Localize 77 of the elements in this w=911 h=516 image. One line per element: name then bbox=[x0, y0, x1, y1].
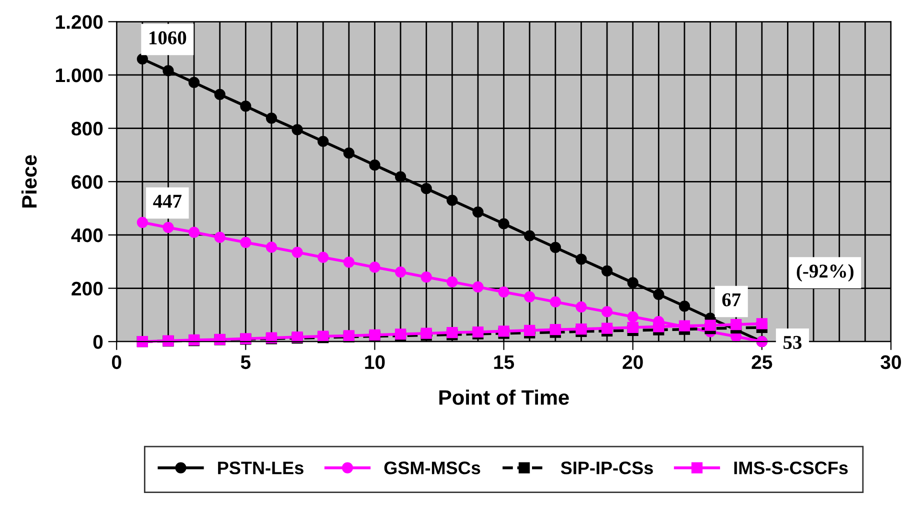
point bbox=[266, 112, 278, 124]
y-tick-label: 800 bbox=[72, 122, 103, 136]
point bbox=[292, 246, 303, 258]
point bbox=[318, 136, 329, 147]
point bbox=[576, 301, 587, 312]
point bbox=[601, 265, 613, 276]
data-label: 447 bbox=[153, 194, 182, 208]
y-tick-label: 200 bbox=[72, 282, 103, 296]
point bbox=[188, 226, 200, 238]
point bbox=[292, 124, 303, 136]
point bbox=[369, 262, 380, 273]
point bbox=[420, 183, 432, 194]
point bbox=[214, 232, 226, 243]
point bbox=[550, 242, 561, 254]
point bbox=[472, 206, 484, 218]
point bbox=[318, 252, 329, 263]
point bbox=[162, 222, 174, 234]
legend-label: GSM-MSCs bbox=[384, 462, 480, 474]
point bbox=[472, 281, 484, 292]
point bbox=[601, 322, 613, 334]
point bbox=[343, 256, 354, 268]
x-tick-label: 15 bbox=[494, 356, 514, 370]
point bbox=[498, 218, 510, 230]
x-tick-label: 25 bbox=[752, 355, 772, 370]
point bbox=[136, 53, 148, 65]
point bbox=[524, 230, 536, 242]
x-axis-title: Point of Time bbox=[439, 390, 569, 405]
point bbox=[369, 160, 380, 171]
point bbox=[214, 88, 226, 100]
x-tick-label: 10 bbox=[365, 355, 385, 370]
point bbox=[653, 321, 664, 332]
point bbox=[394, 266, 406, 278]
point bbox=[188, 76, 200, 88]
point bbox=[601, 306, 613, 318]
legend-label: SIP-IP-CSs bbox=[560, 462, 653, 474]
point bbox=[627, 277, 638, 288]
y-axis-title: Piece bbox=[21, 155, 37, 208]
point bbox=[136, 216, 148, 228]
legend-label: PSTN-LEs bbox=[218, 462, 304, 474]
point bbox=[678, 300, 690, 312]
point bbox=[576, 254, 587, 265]
point bbox=[498, 286, 510, 298]
point bbox=[420, 272, 432, 283]
y-tick-label: 600 bbox=[72, 175, 103, 189]
y-tick-label: 0 bbox=[93, 335, 103, 349]
point bbox=[627, 322, 638, 334]
y-tick-label: 1.000 bbox=[56, 68, 103, 82]
x-tick-label: 20 bbox=[622, 355, 643, 370]
point bbox=[704, 320, 716, 331]
y-tick-label: 1.200 bbox=[56, 15, 103, 29]
point bbox=[576, 324, 587, 335]
point bbox=[446, 194, 458, 206]
point bbox=[446, 276, 458, 288]
data-label: 53 bbox=[784, 336, 802, 349]
x-tick-label: 30 bbox=[880, 355, 901, 370]
point bbox=[446, 326, 458, 338]
point bbox=[653, 288, 664, 300]
point bbox=[550, 324, 561, 336]
data-label: 67 bbox=[722, 293, 741, 306]
point bbox=[240, 236, 252, 248]
point bbox=[240, 100, 252, 112]
point bbox=[394, 171, 406, 182]
point bbox=[550, 296, 561, 308]
point bbox=[524, 324, 536, 336]
point bbox=[524, 291, 536, 302]
annotation: (-92%) bbox=[796, 264, 854, 282]
y-tick-label: 400 bbox=[71, 228, 103, 242]
point bbox=[627, 311, 638, 322]
x-tick-label: 0 bbox=[112, 355, 122, 370]
point bbox=[343, 148, 354, 159]
legend-label: IMS-S-CSCFs bbox=[734, 462, 848, 474]
x-tick-label: 5 bbox=[240, 356, 251, 370]
data-label: 1060 bbox=[150, 31, 186, 44]
point bbox=[730, 318, 742, 330]
point bbox=[162, 65, 174, 76]
point bbox=[266, 242, 278, 253]
point bbox=[756, 318, 768, 330]
